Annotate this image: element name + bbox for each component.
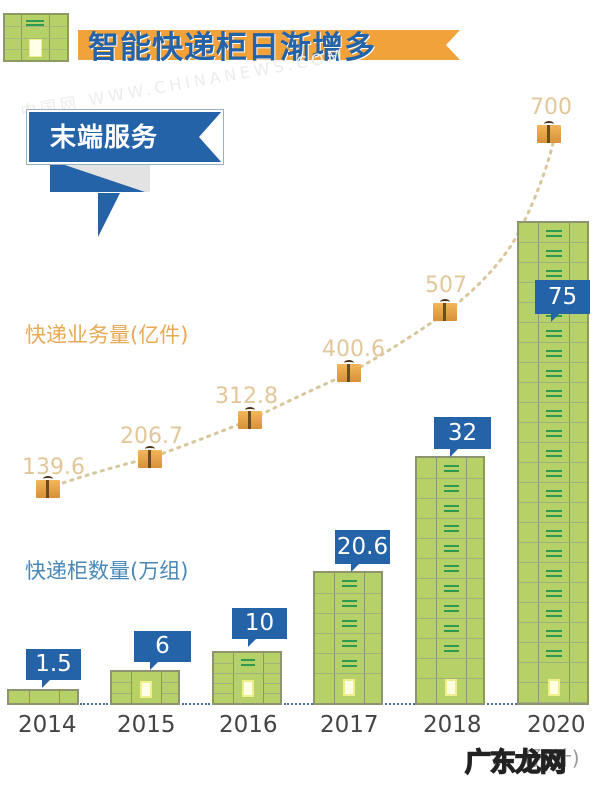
title-banner xyxy=(78,30,460,60)
locker-value-2017: 20.6 xyxy=(335,530,390,572)
legend-express-volume: 快递业务量(亿件) xyxy=(25,323,189,347)
section-ribbon xyxy=(26,109,224,165)
volume-label-2017: 400.6 xyxy=(322,337,385,362)
locker-bar-2014 xyxy=(7,689,79,705)
gift-box-icon xyxy=(337,360,361,382)
gift-box-icon xyxy=(238,407,262,429)
year-label-2017: 2017 xyxy=(320,712,379,738)
locker-value-2014: 1.5 xyxy=(26,649,81,688)
ribbon-fold xyxy=(50,160,145,192)
locker-bar-2016 xyxy=(212,651,282,705)
ribbon-tip xyxy=(98,193,120,237)
year-label-2016: 2016 xyxy=(219,712,278,738)
gift-box-icon xyxy=(36,476,60,498)
locker-bar-2017 xyxy=(313,571,383,705)
locker-bar-2018 xyxy=(415,456,485,705)
baseline-dots xyxy=(80,703,108,707)
locker-logo-icon xyxy=(3,13,69,62)
site-watermark: 广东龙网 xyxy=(464,747,567,779)
locker-value-2020: 75 xyxy=(535,280,590,322)
gift-box-icon xyxy=(537,121,561,143)
baseline-dots xyxy=(487,703,517,707)
year-label-2020: 2020 xyxy=(527,712,586,738)
baseline-dots xyxy=(385,703,415,707)
year-label-2015: 2015 xyxy=(117,712,176,738)
volume-label-2018: 507 xyxy=(425,273,467,298)
legend-locker-count: 快递柜数量(万组) xyxy=(25,559,189,583)
year-label-2014: 2014 xyxy=(18,712,77,738)
locker-value-2015: 6 xyxy=(134,631,191,670)
volume-label-2016: 312.8 xyxy=(215,384,278,409)
gift-box-icon xyxy=(138,446,162,468)
volume-label-2014: 139.6 xyxy=(22,455,85,480)
volume-label-2015: 206.7 xyxy=(120,424,183,449)
volume-label-2020: 700 xyxy=(530,95,572,120)
locker-value-2016: 10 xyxy=(232,608,287,647)
page-title: 智能快递柜日渐增多 xyxy=(88,30,376,66)
baseline-dots xyxy=(182,703,210,707)
locker-bar-2015 xyxy=(110,670,180,705)
forecast-note: (预计) xyxy=(524,746,580,770)
year-label-2018: 2018 xyxy=(423,712,482,738)
baseline-dots xyxy=(284,703,313,707)
section-label: 末端服务 xyxy=(50,123,159,153)
gift-box-icon xyxy=(433,299,457,321)
locker-value-2018: 32 xyxy=(434,417,491,457)
